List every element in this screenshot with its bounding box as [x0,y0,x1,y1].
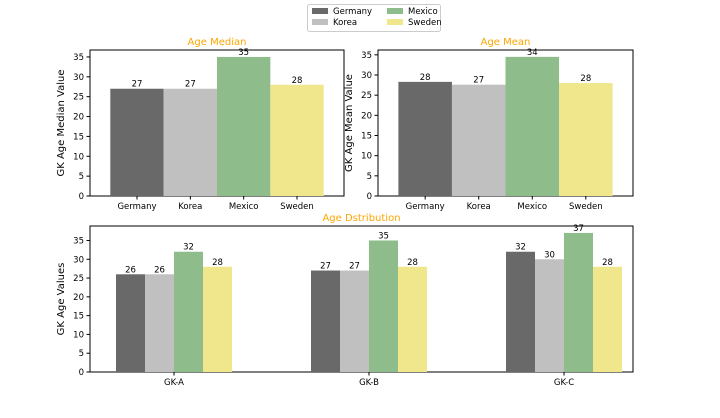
bar-value-label: 27 [320,262,331,272]
y-tick-label: 25 [73,274,84,284]
bar-value-label: 30 [544,250,555,260]
bar-value-label: 35 [238,48,249,58]
y-tick-label: 15 [73,132,84,142]
bar-gk-b-sweden [398,266,427,372]
bar-gk-c-germany [506,251,535,372]
chart-title: Age Median [188,37,247,48]
y-tick-label: 10 [361,152,372,162]
x-tick-label: Germany [117,202,156,212]
bar-mexico [505,56,560,196]
y-tick-label: 35 [73,236,84,246]
x-tick-label: Mexico [517,202,547,212]
bar-value-label: 28 [407,258,418,268]
bar-value-label: 27 [473,76,484,86]
bar-value-label: 37 [573,224,584,234]
x-tick-label: Germany [406,202,445,212]
y-axis-label: GK Age Median Value [56,69,67,176]
y-tick-label: 20 [73,113,84,123]
bar-value-label: 28 [602,258,613,268]
bar-value-label: 34 [527,48,538,58]
y-tick-label: 35 [73,53,84,63]
legend-label-sweden: Sweden [408,18,442,28]
bar-value-label: 26 [125,265,136,275]
y-tick-label: 10 [73,330,84,340]
bar-value-label: 28 [292,76,303,86]
y-tick-label: 0 [79,192,84,202]
bar-gk-a-korea [145,274,174,372]
y-tick-label: 30 [73,73,84,83]
bar-value-label: 28 [420,73,431,83]
y-tick-label: 25 [361,91,372,101]
y-tick-label: 0 [367,192,372,202]
legend-label-korea: Korea [333,18,357,28]
y-tick-label: 30 [73,255,84,265]
y-tick-label: 5 [79,349,84,359]
bar-gk-a-mexico [174,251,203,372]
bar-value-label: 27 [349,262,360,272]
legend-frame [307,4,441,32]
y-tick-label: 5 [367,172,372,182]
chart-title: Age Mean [481,37,531,48]
y-tick-label: 10 [73,152,84,162]
y-tick-label: 15 [73,312,84,322]
y-axis-label: GK Age Values [56,263,67,336]
y-tick-label: 20 [361,111,372,121]
bar-germany [110,88,164,196]
legend-swatch-korea [312,19,328,25]
x-tick-label: Sweden [569,202,603,212]
bar-gk-b-germany [311,270,340,372]
y-tick-label: 35 [361,51,372,61]
y-tick-label: 0 [79,368,84,378]
x-tick-label: GK-A [164,378,184,388]
bar-korea [163,88,217,196]
x-tick-label: GK-B [359,378,379,388]
bar-value-label: 26 [154,265,165,275]
bar-value-label: 32 [183,243,194,253]
bar-germany [398,81,452,196]
chart-title: Age Dstribution [322,213,400,224]
y-axis-label: GK Age Mean Value [344,74,355,172]
bar-value-label: 27 [132,80,143,90]
y-tick-label: 5 [79,172,84,182]
bar-korea [451,84,506,196]
bar-value-label: 27 [185,80,196,90]
x-tick-label: Korea [467,202,491,212]
bar-mexico [217,56,271,197]
legend-label-germany: Germany [333,7,372,17]
legend-label-mexico: Mexico [408,7,438,17]
bar-value-label: 35 [378,231,389,241]
x-tick-label: Sweden [280,202,314,212]
y-tick-label: 20 [73,293,84,303]
bar-gk-a-germany [116,274,145,372]
y-tick-label: 25 [73,93,84,103]
bar-sweden [559,83,613,196]
bar-gk-b-mexico [369,240,398,372]
x-tick-label: Mexico [229,202,259,212]
y-tick-label: 30 [361,71,372,81]
y-tick-label: 15 [361,132,372,142]
legend-swatch-mexico [387,8,403,14]
bar-gk-c-korea [535,259,564,372]
bar-gk-c-mexico [564,232,593,372]
age-distribution-chart: 0 5 10 15 20 25 30 35 Age Dstribution GK Age Valu… [56,213,634,388]
legend-swatch-sweden [387,19,403,25]
x-tick-label: Korea [178,202,202,212]
x-tick-label: GK-C [554,378,574,388]
bar-value-label: 32 [515,243,526,253]
bar-value-label: 28 [212,258,223,268]
bar-gk-b-korea [340,270,369,372]
legend-swatch-germany [312,8,328,14]
bar-value-label: 28 [580,74,591,84]
bar-gk-a-sweden [203,266,232,372]
bar-sweden [270,84,324,196]
bar-gk-c-sweden [593,266,622,372]
age-mean-chart: 0 5 10 15 20 25 30 35 Age Mean GK Age Mean Value 2… [344,37,634,212]
